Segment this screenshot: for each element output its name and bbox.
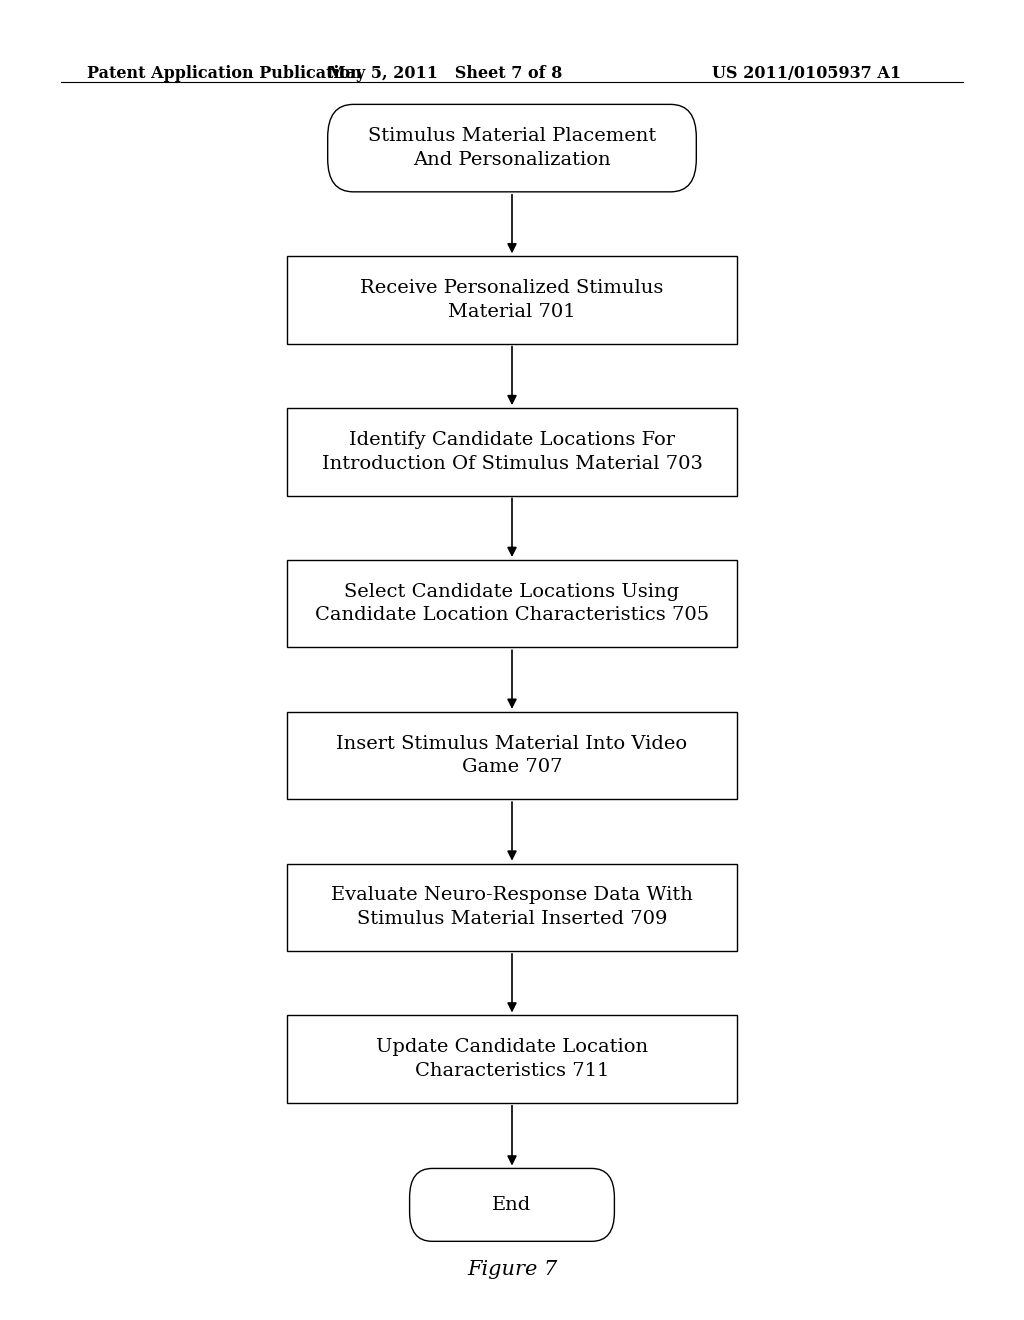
- Text: US 2011/0105937 A1: US 2011/0105937 A1: [712, 66, 901, 82]
- FancyBboxPatch shape: [287, 863, 737, 950]
- FancyBboxPatch shape: [287, 711, 737, 799]
- Text: Patent Application Publication: Patent Application Publication: [87, 66, 361, 82]
- Text: Figure 7: Figure 7: [467, 1261, 557, 1279]
- FancyBboxPatch shape: [328, 104, 696, 191]
- Text: Identify Candidate Locations For
Introduction Of Stimulus Material 703: Identify Candidate Locations For Introdu…: [322, 432, 702, 473]
- Text: Select Candidate Locations Using
Candidate Location Characteristics 705: Select Candidate Locations Using Candida…: [315, 583, 709, 624]
- Text: Update Candidate Location
Characteristics 711: Update Candidate Location Characteristic…: [376, 1039, 648, 1080]
- FancyBboxPatch shape: [410, 1168, 614, 1241]
- Text: Evaluate Neuro-Response Data With
Stimulus Material Inserted 709: Evaluate Neuro-Response Data With Stimul…: [331, 887, 693, 928]
- Text: Insert Stimulus Material Into Video
Game 707: Insert Stimulus Material Into Video Game…: [337, 735, 687, 776]
- Text: Stimulus Material Placement
And Personalization: Stimulus Material Placement And Personal…: [368, 127, 656, 169]
- Text: Receive Personalized Stimulus
Material 701: Receive Personalized Stimulus Material 7…: [360, 279, 664, 321]
- Text: May 5, 2011   Sheet 7 of 8: May 5, 2011 Sheet 7 of 8: [329, 66, 562, 82]
- FancyBboxPatch shape: [287, 560, 737, 647]
- Text: End: End: [493, 1196, 531, 1214]
- FancyBboxPatch shape: [287, 256, 737, 343]
- FancyBboxPatch shape: [287, 1015, 737, 1102]
- FancyBboxPatch shape: [287, 408, 737, 495]
